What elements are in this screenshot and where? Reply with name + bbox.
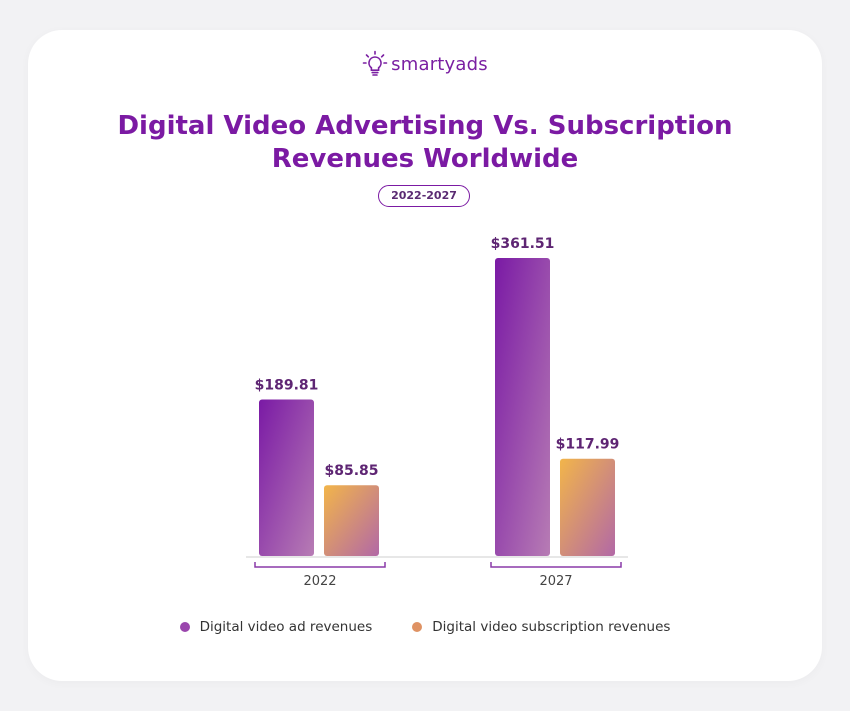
category-label-2027: 2027 xyxy=(539,574,572,589)
data-label-digital-video-ad-revenues-2022: $189.81 xyxy=(255,378,319,394)
chart-card xyxy=(28,30,822,681)
bar-digital-video-subscription-revenues-2027 xyxy=(560,458,615,556)
period-badge: 2022-2027 xyxy=(378,185,470,207)
data-label-digital-video-subscription-revenues-2022: $85.85 xyxy=(324,463,378,479)
brand-name: smartyads xyxy=(391,53,488,75)
bar-digital-video-ad-revenues-2027 xyxy=(495,258,550,556)
legend-dot-subscription-revenues xyxy=(412,622,423,632)
chart-title-line-2: Revenues Worldwide xyxy=(271,144,579,174)
brand-logo: smartyads xyxy=(0,50,850,78)
chart-title: Digital Video Advertising Vs. Subscripti… xyxy=(0,110,850,176)
category-label-2022: 2022 xyxy=(303,574,336,589)
category-bracket-2027 xyxy=(490,562,622,568)
data-label-digital-video-subscription-revenues-2027: $117.99 xyxy=(556,437,620,453)
legend: Digital video ad revenues Digital video … xyxy=(0,619,850,635)
legend-label-subscription-revenues: Digital video subscription revenues xyxy=(432,619,671,635)
legend-item-ad-revenues: Digital video ad revenues xyxy=(179,619,373,635)
data-label-digital-video-ad-revenues-2027: $361.51 xyxy=(491,236,555,252)
category-bracket-2022 xyxy=(254,562,386,568)
legend-dot-ad-revenues xyxy=(179,622,190,632)
lightbulb-icon xyxy=(362,50,388,76)
bar-digital-video-ad-revenues-2022 xyxy=(259,399,314,556)
bar-digital-video-subscription-revenues-2022 xyxy=(324,485,379,556)
chart-title-line-1: Digital Video Advertising Vs. Subscripti… xyxy=(117,111,733,141)
legend-item-subscription-revenues: Digital video subscription revenues xyxy=(412,619,670,635)
legend-label-ad-revenues: Digital video ad revenues xyxy=(199,619,373,635)
